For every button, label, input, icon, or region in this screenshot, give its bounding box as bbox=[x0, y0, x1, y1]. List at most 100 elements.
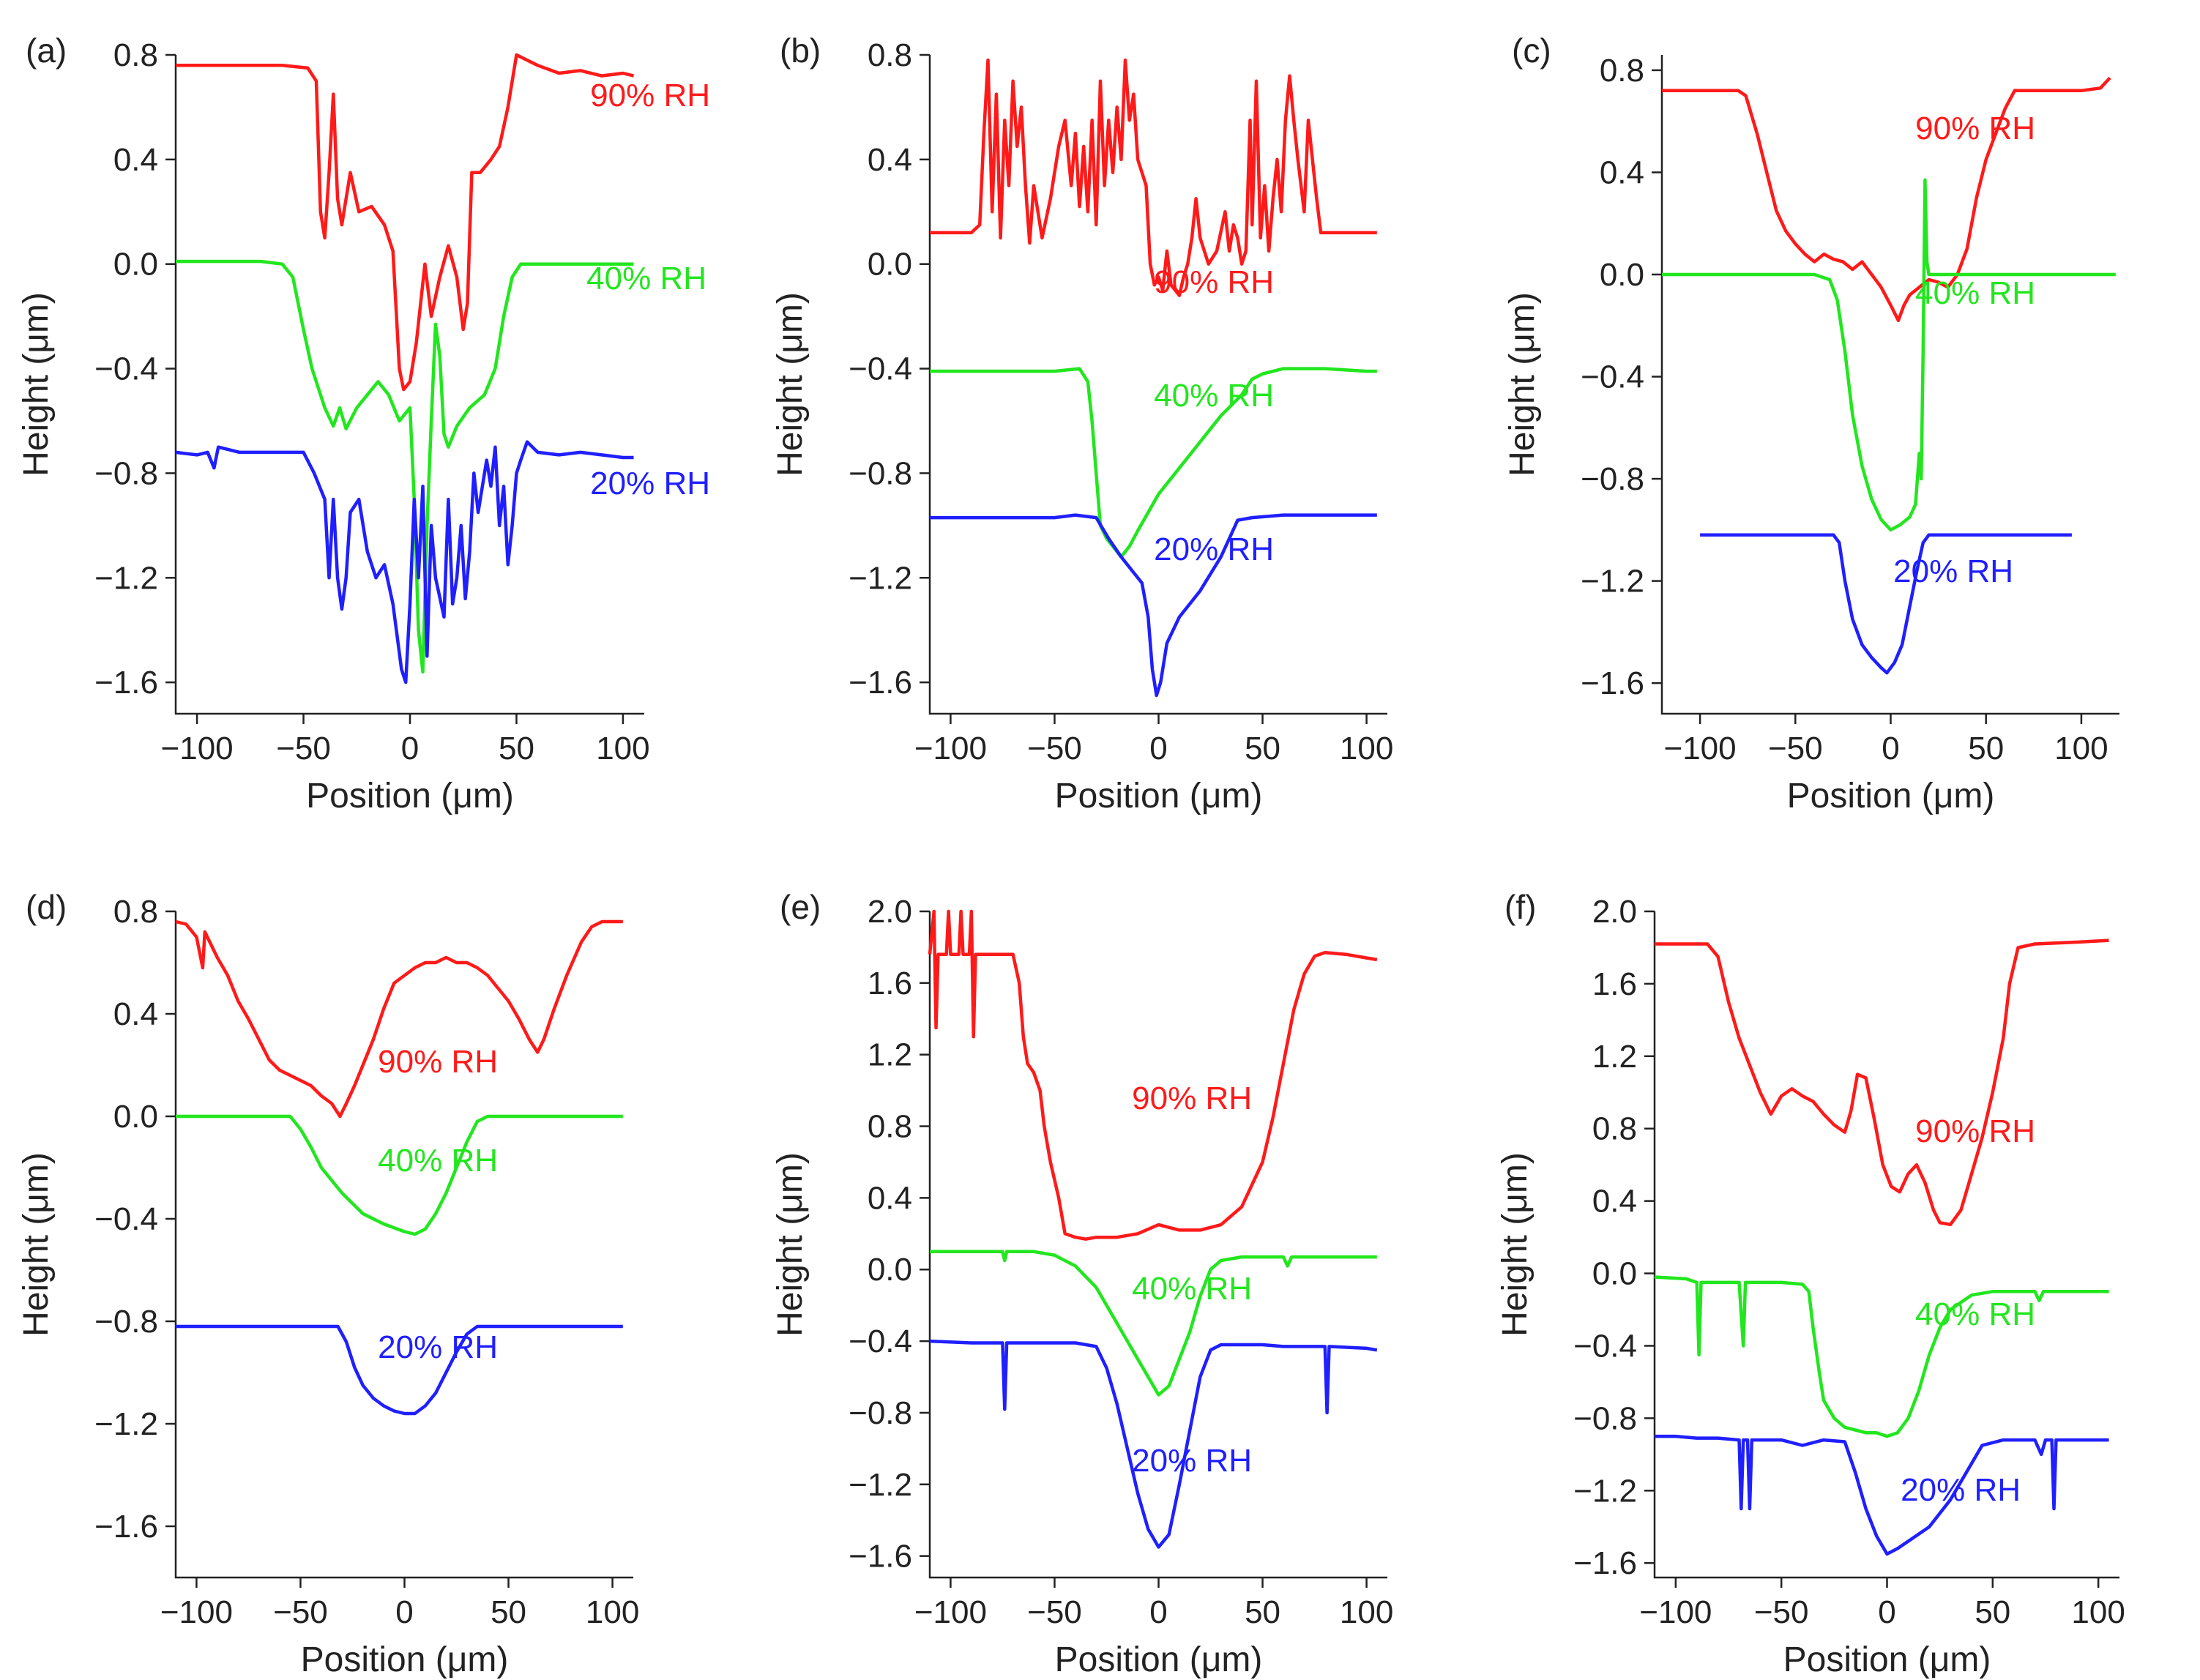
series-line-20rh bbox=[176, 1324, 623, 1416]
x-tick-label: −100 bbox=[914, 1594, 987, 1630]
series-label: 20% RH bbox=[1154, 531, 1274, 567]
y-tick-label: −1.2 bbox=[849, 1467, 912, 1503]
y-tick-label: 0.0 bbox=[1592, 1256, 1637, 1292]
y-tick-label: 1.6 bbox=[1592, 966, 1637, 1002]
x-tick-label: −50 bbox=[1027, 1594, 1082, 1630]
x-tick-label: 50 bbox=[1975, 1594, 2010, 1630]
y-tick-label: −0.4 bbox=[1581, 359, 1644, 395]
x-tick-label: −100 bbox=[161, 731, 234, 766]
chart-panel-f: (f) −100 −50 0 50 100 2.0 1.6 1.2 0.8 0.4 0.0 −0.4 −0… bbox=[1496, 888, 2125, 1679]
x-tick-label: −50 bbox=[1027, 731, 1082, 766]
x-tick-label: 100 bbox=[596, 731, 649, 766]
y-tick-label: −1.6 bbox=[849, 665, 912, 701]
x-tick-label: −50 bbox=[273, 1594, 328, 1630]
y-tick-label: −1.2 bbox=[94, 560, 158, 596]
y-tick-label: 0.4 bbox=[868, 1180, 912, 1216]
series-line-40rh bbox=[176, 1114, 623, 1236]
panel-letter: (e) bbox=[780, 888, 821, 926]
series-label: 90% RH bbox=[590, 78, 710, 113]
y-tick-label: −0.8 bbox=[849, 455, 912, 491]
series-label: 90% RH bbox=[378, 1044, 498, 1080]
x-axis-title: Position (μm) bbox=[1055, 777, 1263, 815]
series-line-90rh bbox=[930, 58, 1377, 297]
x-tick-label: 100 bbox=[586, 1594, 639, 1630]
y-tick-label: −0.4 bbox=[94, 351, 158, 387]
panel-letter: (b) bbox=[780, 31, 821, 70]
series-line-40rh bbox=[1662, 178, 2116, 532]
y-tick-label: −1.2 bbox=[94, 1406, 158, 1442]
y-tick-label: 0.8 bbox=[1592, 1111, 1637, 1147]
series-label: 40% RH bbox=[378, 1143, 498, 1179]
y-tick-label: 1.2 bbox=[868, 1037, 912, 1073]
y-tick-label: 1.2 bbox=[1592, 1039, 1637, 1075]
y-axis-title: Height (μm) bbox=[17, 1152, 56, 1337]
series-label: 90% RH bbox=[1154, 264, 1274, 300]
chart-panel-d: (d) −100 −50 0 50 100 0.8 0.4 0.0 −0.4 −0.8 −1.2 −1.… bbox=[17, 888, 639, 1679]
y-tick-label: −1.6 bbox=[849, 1539, 912, 1575]
y-tick-label: 0.0 bbox=[113, 1099, 158, 1135]
y-tick-label: 0.8 bbox=[868, 37, 912, 73]
y-tick-label: −0.4 bbox=[849, 1324, 912, 1359]
x-tick-label: 50 bbox=[1245, 731, 1280, 766]
y-tick-label: 0.4 bbox=[1600, 154, 1644, 190]
series-label: 20% RH bbox=[590, 466, 710, 501]
series-line-20rh bbox=[175, 440, 634, 684]
y-tick-label: 0.4 bbox=[1592, 1184, 1637, 1220]
series-line-20rh bbox=[1700, 533, 2072, 675]
axis-lines bbox=[928, 55, 1387, 715]
x-tick-label: 0 bbox=[401, 731, 419, 766]
x-tick-label: −100 bbox=[914, 731, 987, 766]
y-tick-label: −1.6 bbox=[94, 665, 158, 701]
axis-lines bbox=[1660, 55, 2119, 715]
x-tick-label: 0 bbox=[1882, 731, 1899, 766]
y-tick-label: −0.8 bbox=[94, 1304, 158, 1340]
y-tick-label: −0.8 bbox=[94, 455, 158, 491]
y-tick-label: −1.2 bbox=[1573, 1473, 1637, 1509]
y-axis-title: Height (μm) bbox=[771, 1152, 810, 1337]
series-label: 20% RH bbox=[1893, 553, 2013, 589]
y-tick-label: −0.8 bbox=[1573, 1400, 1637, 1436]
y-tick-label: −0.4 bbox=[94, 1201, 158, 1237]
series-label: 90% RH bbox=[1915, 111, 2035, 146]
y-tick-label: −1.2 bbox=[849, 560, 912, 596]
y-axis-title: Height (μm) bbox=[771, 292, 810, 477]
series-line-90rh bbox=[175, 919, 623, 1119]
y-tick-label: 0.8 bbox=[868, 1109, 912, 1145]
y-tick-label: −1.6 bbox=[1581, 665, 1644, 701]
y-axis-title: Height (μm) bbox=[1496, 1152, 1535, 1337]
series-line-40rh bbox=[176, 259, 634, 674]
panel-letter: (d) bbox=[26, 888, 67, 926]
x-tick-label: 100 bbox=[2071, 1594, 2125, 1630]
x-axis-title: Position (μm) bbox=[1783, 1640, 1991, 1679]
x-tick-label: −50 bbox=[1768, 731, 1823, 766]
x-tick-label: 100 bbox=[2054, 731, 2108, 766]
panel-letter: (c) bbox=[1512, 31, 1551, 70]
series-label: 20% RH bbox=[378, 1329, 498, 1365]
chart-panel-c: (c) −100 −50 0 50 100 0.8 0.4 0.0 −0.4 −0.8 −1.2 −1.… bbox=[1503, 31, 2119, 815]
series-line-20rh bbox=[929, 1339, 1378, 1549]
axis-lines bbox=[928, 911, 1387, 1579]
panel-letter: (f) bbox=[1504, 888, 1536, 926]
y-tick-label: −0.8 bbox=[849, 1395, 912, 1431]
y-tick-label: −0.4 bbox=[849, 351, 912, 387]
x-axis-title: Position (μm) bbox=[306, 777, 514, 815]
series-label: 40% RH bbox=[1915, 275, 2035, 311]
y-tick-label: −1.2 bbox=[1581, 564, 1644, 600]
series-line-40rh bbox=[930, 1250, 1377, 1397]
series-line-40rh bbox=[930, 367, 1377, 559]
x-tick-label: 100 bbox=[1340, 1594, 1393, 1630]
y-axis-title: Height (μm) bbox=[1503, 292, 1542, 477]
x-tick-label: 50 bbox=[499, 731, 534, 766]
x-tick-label: 50 bbox=[491, 1594, 526, 1630]
y-tick-label: 0.8 bbox=[1600, 53, 1644, 89]
x-tick-label: 0 bbox=[1149, 731, 1167, 766]
panel-letter: (a) bbox=[26, 31, 67, 70]
x-tick-label: 50 bbox=[1968, 731, 2004, 766]
x-axis-title: Position (μm) bbox=[301, 1640, 509, 1679]
chart-panel-a: (a) −100 −50 0 50 100 0.8 0.4 0.0 −0.4 −0.8 −1.2 −1.… bbox=[17, 31, 710, 815]
x-axis-title: Position (μm) bbox=[1787, 777, 1995, 815]
x-tick-label: 0 bbox=[395, 1594, 413, 1630]
series-label: 40% RH bbox=[586, 261, 706, 296]
x-tick-label: −100 bbox=[160, 1594, 233, 1630]
